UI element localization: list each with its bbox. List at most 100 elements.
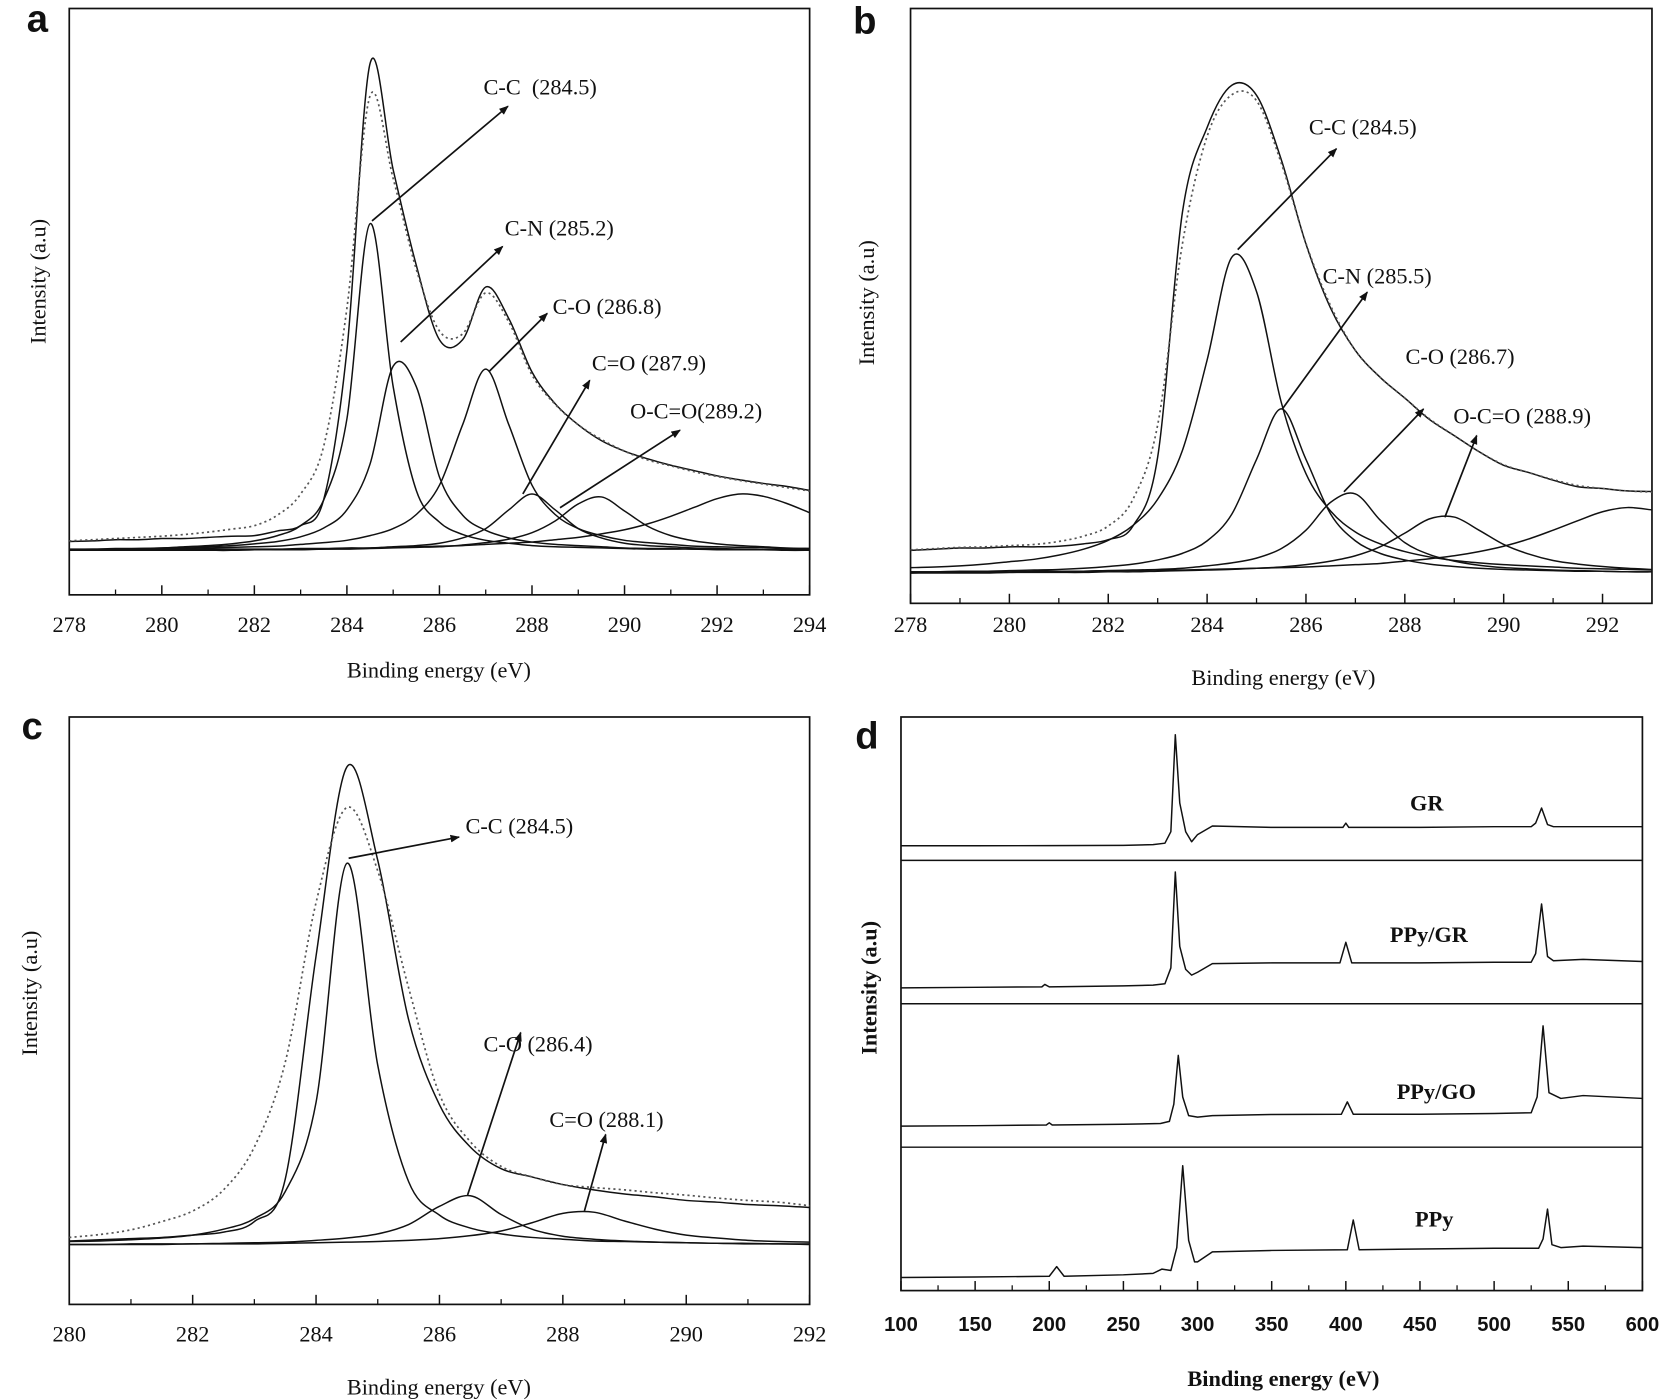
- x-tick-label: 290: [1487, 612, 1520, 637]
- panel-letter: c: [21, 705, 42, 748]
- annotation-arrow: [583, 1133, 608, 1212]
- spectrum-line: [69, 495, 810, 552]
- spectrum-line: [69, 360, 810, 551]
- x-tick-label: 286: [423, 1321, 456, 1346]
- x-tick-label: 286: [1289, 612, 1322, 637]
- peak-label: C=O (287.9): [592, 351, 706, 376]
- spectrum-line: [69, 222, 810, 552]
- peak-label: C-C (284.5): [1309, 115, 1417, 140]
- y-axis-label: Intensity (a.u): [17, 931, 42, 1056]
- spectrum-line: [69, 1210, 810, 1246]
- spectrum-line: [69, 368, 810, 551]
- x-axis-label: Binding energy (eV): [347, 1375, 531, 1400]
- spectrum-line: [900, 871, 1643, 989]
- x-tick-label: 350: [1255, 1314, 1289, 1336]
- spectrum-line: [910, 82, 1652, 552]
- x-tick-label: 280: [53, 1321, 86, 1346]
- peak-label: C-O (286.8): [553, 294, 662, 319]
- spectrum-label: PPy/GO: [1397, 1079, 1476, 1104]
- x-axis-label: Binding energy (eV): [1187, 1366, 1379, 1391]
- x-axis-label: Binding energy (eV): [347, 658, 531, 683]
- y-axis-label: Intensity (a.u): [26, 219, 51, 344]
- annotation-arrow: [1237, 148, 1338, 251]
- peak-label: C=O (288.1): [549, 1107, 663, 1132]
- x-tick-label: 282: [176, 1321, 209, 1346]
- annotation-arrow: [522, 379, 591, 495]
- annotation-arrow: [559, 429, 681, 509]
- x-tick-label: 288: [1388, 612, 1421, 637]
- x-tick-label: 300: [1181, 1314, 1215, 1336]
- x-tick-label: 278: [53, 612, 86, 637]
- x-tick-label: 150: [958, 1314, 992, 1336]
- plot-frame: [68, 7, 811, 596]
- annotation-arrow: [466, 1031, 522, 1196]
- x-tick-label: 290: [608, 612, 641, 637]
- peak-label: C-N (285.5): [1323, 263, 1432, 288]
- spectrum-line: [69, 862, 810, 1245]
- x-tick-label: 294: [793, 612, 826, 637]
- annotation-arrow: [400, 245, 504, 343]
- x-tick-label: 292: [793, 1321, 826, 1346]
- annotation-arrow: [488, 312, 548, 373]
- fit-line: [910, 90, 1653, 551]
- annotation-arrow: [348, 834, 461, 860]
- panel-letter: b: [853, 0, 876, 42]
- annotation-arrow: [1343, 408, 1425, 493]
- x-tick-label: 600: [1626, 1314, 1660, 1336]
- x-axis-label: Binding energy (eV): [1191, 665, 1375, 690]
- x-tick-label: 286: [423, 612, 456, 637]
- peak-label: C-C (284.5): [484, 74, 597, 99]
- plot-frame: [909, 7, 1653, 605]
- fit-line: [69, 91, 810, 542]
- x-tick-label: 250: [1107, 1314, 1141, 1336]
- peak-label: C-O (286.7): [1406, 344, 1515, 369]
- spectrum-line: [900, 1025, 1643, 1127]
- x-tick-label: 100: [884, 1314, 918, 1336]
- x-tick-label: 280: [993, 612, 1026, 637]
- spectrum-label: PPy/GR: [1390, 922, 1469, 947]
- x-tick-label: 550: [1551, 1314, 1585, 1336]
- spectrum-label: PPy: [1415, 1207, 1453, 1232]
- peak-label: C-O (286.4): [484, 1031, 593, 1056]
- x-tick-label: 280: [145, 612, 178, 637]
- y-axis-label: Intensity (a.u): [854, 240, 879, 365]
- panel-letter: a: [27, 0, 49, 40]
- x-tick-label: 500: [1477, 1314, 1511, 1336]
- spectrum-label: GR: [1410, 790, 1444, 815]
- x-tick-label: 278: [894, 612, 927, 637]
- spectrum-line: [69, 763, 810, 1242]
- x-tick-label: 200: [1032, 1314, 1066, 1336]
- annotation-arrow: [1281, 291, 1368, 410]
- x-tick-label: 450: [1403, 1314, 1437, 1336]
- x-tick-label: 400: [1329, 1314, 1363, 1336]
- x-tick-label: 288: [515, 612, 548, 637]
- spectrum-line: [900, 734, 1643, 847]
- x-tick-label: 292: [700, 612, 733, 637]
- spectrum-line: [910, 515, 1653, 574]
- x-tick-label: 284: [330, 612, 363, 637]
- panel-letter: d: [855, 714, 878, 757]
- y-axis-label: Intensity (a.u): [856, 921, 881, 1055]
- fit-line: [69, 806, 810, 1239]
- spectrum-line: [69, 57, 810, 543]
- x-tick-label: 288: [546, 1321, 579, 1346]
- spectrum-line: [910, 506, 1653, 573]
- spectrum-line: [910, 408, 1652, 573]
- spectrum-line: [900, 1164, 1643, 1279]
- x-tick-label: 282: [238, 612, 271, 637]
- peak-label: C-N (285.2): [505, 216, 614, 241]
- peak-label: C-C (284.5): [465, 814, 573, 839]
- x-tick-label: 284: [299, 1321, 332, 1346]
- x-tick-label: 290: [670, 1321, 703, 1346]
- annotation-arrow: [371, 105, 509, 222]
- spectrum-line: [69, 493, 810, 551]
- x-tick-label: 284: [1190, 612, 1223, 637]
- peak-label: O-C=O(289.2): [630, 398, 762, 423]
- spectrum-line: [910, 253, 1652, 571]
- annotation-arrow: [1444, 434, 1478, 518]
- x-tick-label: 282: [1092, 612, 1125, 637]
- peak-label: O-C=O (288.9): [1453, 404, 1591, 429]
- x-tick-label: 292: [1586, 612, 1619, 637]
